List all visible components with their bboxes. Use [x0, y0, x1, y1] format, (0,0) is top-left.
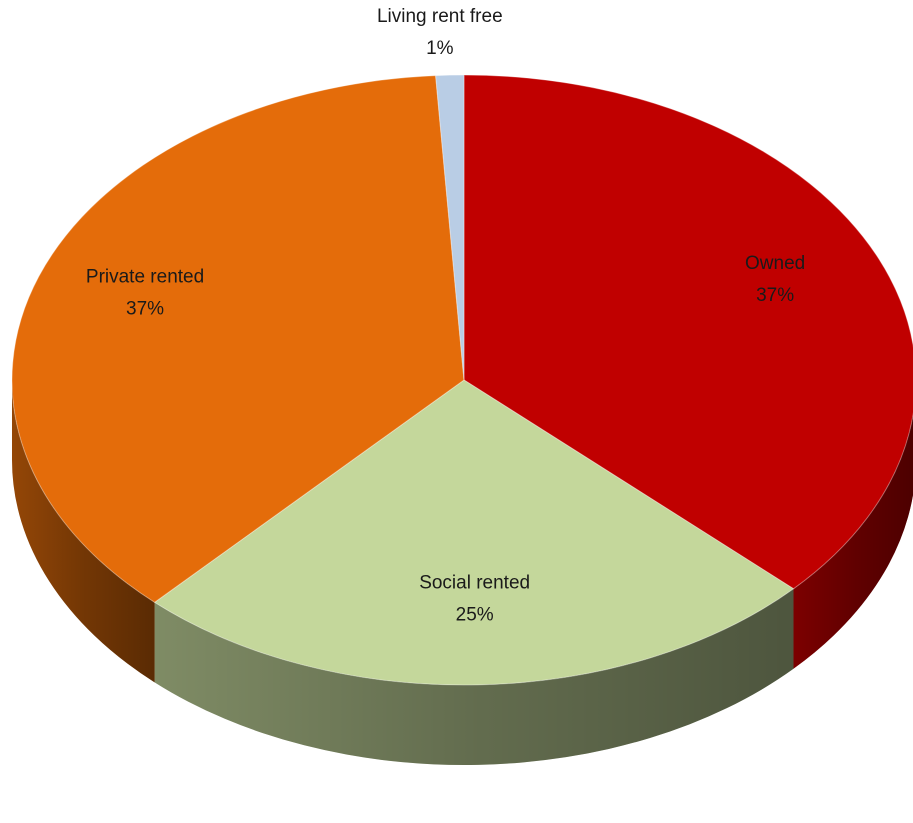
value-label-social-rented: 25%: [456, 605, 494, 626]
slice-side-shade-social-rented: [154, 588, 794, 765]
slice-private-rented: [11, 75, 465, 603]
slice-living-rent-free: [435, 74, 465, 381]
value-label-owned: 37%: [756, 285, 794, 306]
value-label-living-rent-free: 1%: [426, 38, 454, 59]
label-social-rented: Social rented: [419, 573, 530, 594]
slice-side-shade-private-rented: [11, 380, 155, 683]
slice-side-shade-owned: [793, 414, 913, 669]
pie-sides: [11, 380, 913, 765]
label-private-rented: Private rented: [86, 267, 204, 288]
pie-slices: [11, 74, 913, 686]
pie-labels: Owned 37% Social rented 25% Private rented 37…: [86, 6, 805, 626]
label-living-rent-free: Living rent free: [377, 6, 503, 27]
slice-owned: [463, 74, 913, 590]
label-owned: Owned: [745, 253, 805, 274]
value-label-private-rented: 37%: [126, 299, 164, 320]
slice-social-rented: [153, 379, 795, 686]
